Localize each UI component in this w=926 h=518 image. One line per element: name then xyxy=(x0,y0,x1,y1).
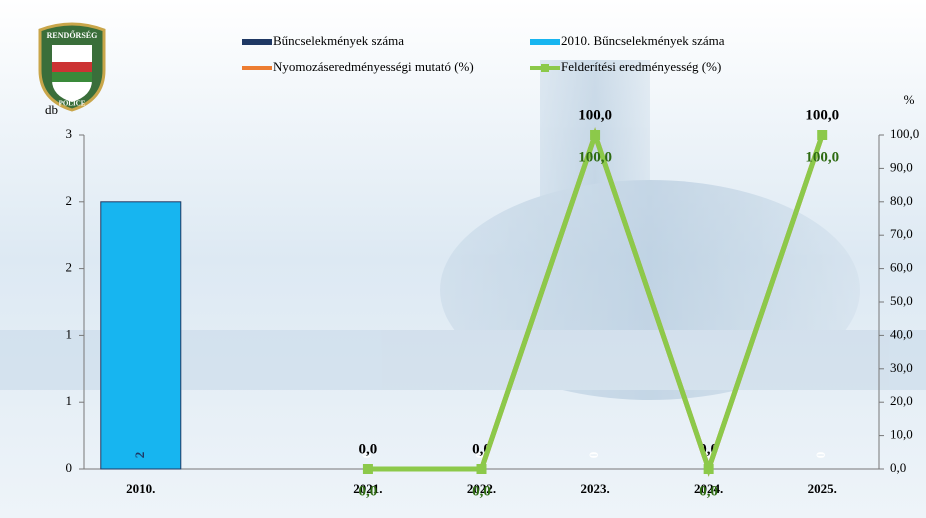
line-value-label: 0,0 xyxy=(472,483,491,499)
y2-tick-label: 40,0 xyxy=(890,326,913,341)
y2-tick-label: 70,0 xyxy=(890,226,913,241)
y-tick-label: 1 xyxy=(66,326,73,341)
legend-label: Felderítési eredményesség (%) xyxy=(561,59,721,74)
y-tick-label: 3 xyxy=(66,126,73,141)
logo: RENDŐRSÉG POLICE xyxy=(40,24,104,110)
line-value-label: 100,0 xyxy=(805,149,839,165)
y-tick-label: 0 xyxy=(66,460,73,475)
y-tick-label: 1 xyxy=(66,393,73,408)
legend-label: 2010. Bűncselekmények száma xyxy=(561,33,725,48)
line-marker xyxy=(477,464,487,474)
x-tick-label: 2010. xyxy=(126,481,155,496)
bar-value-label: 0 xyxy=(813,452,828,459)
y2-tick-label: 10,0 xyxy=(890,427,913,442)
line-value-label: 100,0 xyxy=(578,149,612,165)
y2-tick-label: 90,0 xyxy=(890,159,913,174)
legend-swatch xyxy=(242,39,272,45)
x-tick-label: 2025. xyxy=(808,481,837,496)
y-tick-label: 2 xyxy=(66,260,73,275)
y2-tick-label: 20,0 xyxy=(890,393,913,408)
y2-tick-label: 30,0 xyxy=(890,360,913,375)
y2-axis-label: % xyxy=(904,92,915,107)
bar xyxy=(101,202,181,469)
x-tick-label: 2023. xyxy=(580,481,609,496)
y2-tick-label: 100,0 xyxy=(890,126,919,141)
legend-label: Nyomozáseredményességi mutató (%) xyxy=(273,59,474,74)
y2-tick-label: 60,0 xyxy=(890,260,913,275)
chart: RENDŐRSÉG POLICE db % 0112230,010,020,03… xyxy=(0,0,926,518)
line-marker xyxy=(704,464,714,474)
line-marker xyxy=(817,130,827,140)
legend-label: Bűncselekmények száma xyxy=(273,33,404,48)
y2-tick-label: 80,0 xyxy=(890,193,913,208)
logo-text: RENDŐRSÉG xyxy=(47,30,98,40)
y2-tick-label: 0,0 xyxy=(890,460,906,475)
line-marker xyxy=(363,464,373,474)
legend-swatch xyxy=(530,39,560,45)
line-value-label: 0,0 xyxy=(359,483,378,499)
y2-tick-label: 50,0 xyxy=(890,293,913,308)
y-axis-label: db xyxy=(45,102,58,117)
line-value-label: 100,0 xyxy=(805,107,839,123)
bar-value-label: 0 xyxy=(586,452,601,459)
logo-text: POLICE xyxy=(59,100,86,108)
line-value-label: 0,0 xyxy=(359,441,378,457)
bar-value-label: 2 xyxy=(132,452,147,459)
line-value-label: 100,0 xyxy=(578,107,612,123)
page: {"logo": {"top": "RENDŐRSÉG", "bottom": … xyxy=(0,0,926,518)
line-marker xyxy=(590,130,600,140)
y-tick-label: 2 xyxy=(66,193,73,208)
legend-swatch xyxy=(541,64,549,72)
line-value-label: 0,0 xyxy=(699,483,718,499)
